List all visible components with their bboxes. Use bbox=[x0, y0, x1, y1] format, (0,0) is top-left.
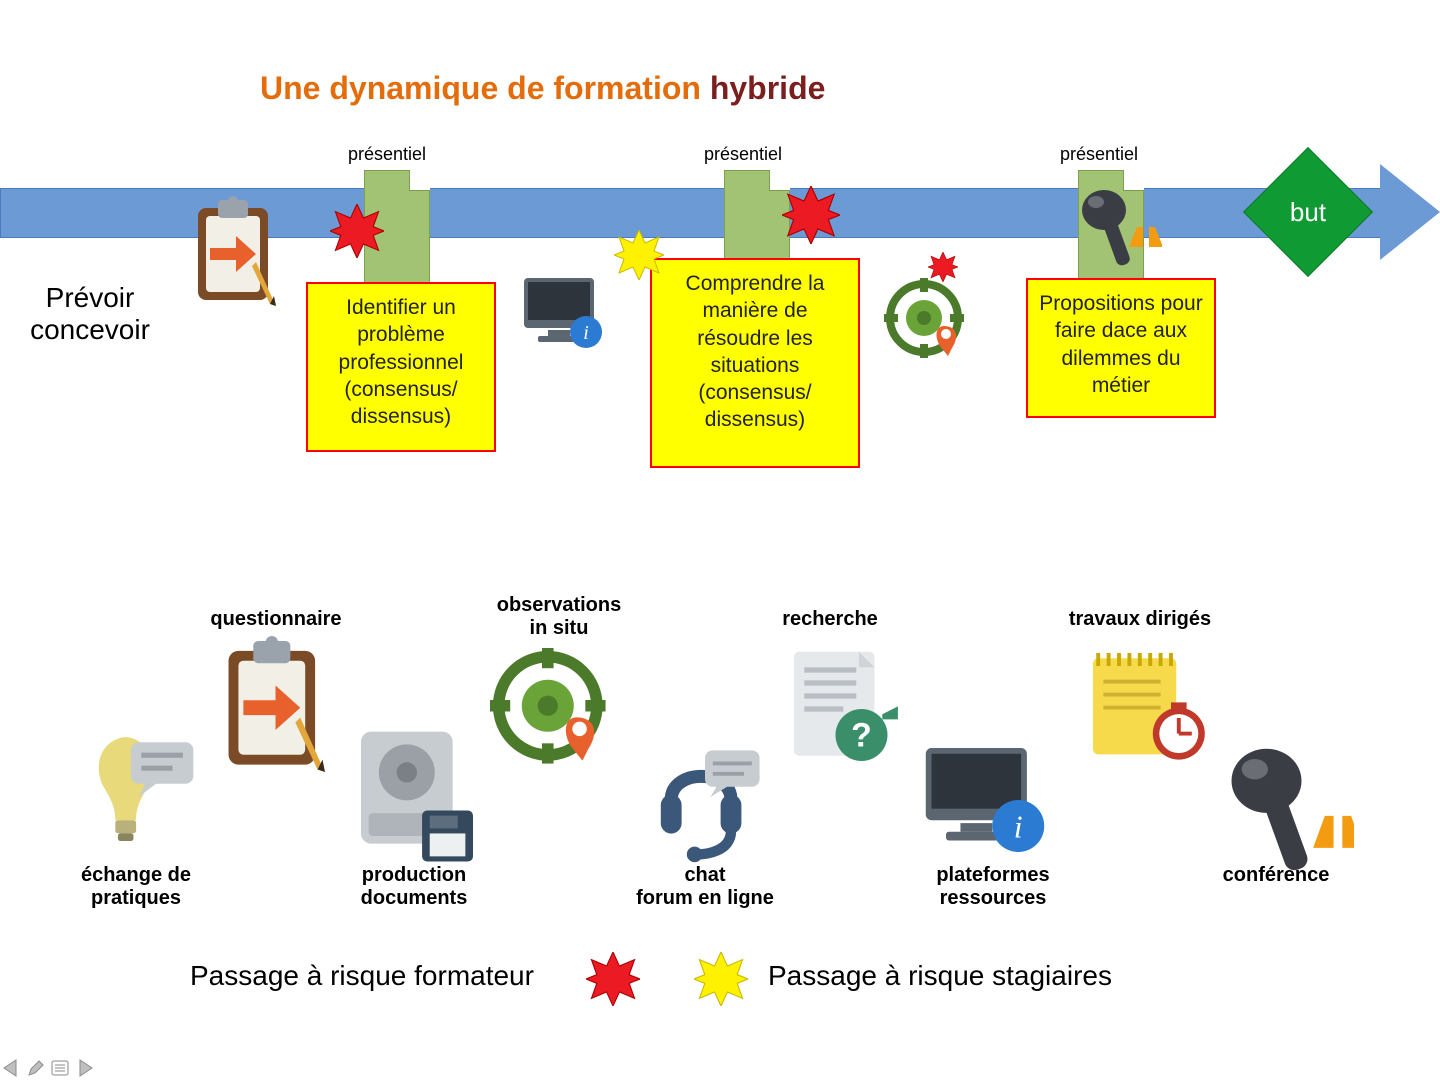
hdd-floppy-icon bbox=[352, 724, 482, 869]
tab-label-3: présentiel bbox=[1060, 144, 1138, 165]
legend-echange: échange depratiques bbox=[56, 864, 216, 910]
box-propositions: Propositions pour faire dace aux dilemme… bbox=[1026, 278, 1216, 418]
footer-burst-red bbox=[586, 952, 640, 1006]
title-part1: Une dynamique de formation bbox=[260, 70, 710, 106]
burst-yellow-1 bbox=[614, 230, 664, 280]
svg-text:?: ? bbox=[851, 717, 872, 755]
monitor-info-icon: i bbox=[520, 274, 610, 359]
tab-label-2: présentiel bbox=[704, 144, 782, 165]
legend-questionnaire: questionnaire bbox=[186, 608, 366, 631]
footer-burst-yellow bbox=[694, 952, 748, 1006]
footer-stagiaires: Passage à risque stagiaires bbox=[768, 960, 1112, 992]
box-comprendre: Comprendre la manière de résoudre les si… bbox=[650, 258, 860, 468]
pen-icon[interactable] bbox=[26, 1058, 46, 1078]
burst-red-3 bbox=[928, 252, 958, 282]
legend-conference: conférence bbox=[1196, 864, 1356, 887]
mic-timeline-icon bbox=[1066, 180, 1162, 281]
menu-icon[interactable] bbox=[50, 1058, 70, 1078]
title-part2: hybride bbox=[710, 70, 826, 106]
svg-text:i: i bbox=[1014, 810, 1023, 845]
timeline-arrowhead bbox=[1380, 164, 1440, 260]
svg-text:i: i bbox=[583, 322, 589, 344]
legend-production: productiondocuments bbox=[334, 864, 494, 910]
notepad-clock-icon bbox=[1080, 640, 1210, 775]
lightbulb-chat-icon bbox=[80, 724, 200, 859]
legend-chat: chatforum en ligne bbox=[610, 864, 800, 910]
legend-recherche: recherche bbox=[760, 608, 900, 631]
prevoir-label: Prévoir concevoir bbox=[10, 282, 170, 346]
target-timeline-icon bbox=[884, 278, 974, 373]
prev-arrow-icon[interactable] bbox=[2, 1058, 22, 1078]
goal-diamond: but bbox=[1243, 147, 1373, 277]
legend-plateformes: plateformesressources bbox=[908, 864, 1078, 910]
headset-chat-icon bbox=[640, 740, 770, 875]
next-arrow-icon[interactable] bbox=[74, 1058, 94, 1078]
burst-red-2 bbox=[782, 186, 840, 244]
tab-label-1: présentiel bbox=[348, 144, 426, 165]
clipboard-timeline-icon bbox=[190, 196, 286, 311]
document-question-icon: ? bbox=[782, 644, 902, 779]
burst-red-1 bbox=[330, 204, 384, 258]
monitor-info-legend-icon: i bbox=[920, 740, 1050, 865]
box-identifier: Identifier un problème professionnel (co… bbox=[306, 282, 496, 452]
footer-formateur: Passage à risque formateur bbox=[190, 960, 534, 992]
target-legend-icon bbox=[490, 648, 620, 783]
legend-observations: observationsin situ bbox=[474, 594, 644, 640]
prevoir-line2: concevoir bbox=[30, 314, 150, 345]
goal-label: but bbox=[1263, 167, 1353, 257]
legend-travaux: travaux dirigés bbox=[1050, 608, 1230, 631]
slide-toolbar bbox=[2, 1058, 94, 1078]
prevoir-line1: Prévoir bbox=[46, 282, 135, 313]
page-title: Une dynamique de formation hybride bbox=[260, 70, 825, 107]
clipboard-legend-icon bbox=[218, 636, 338, 777]
